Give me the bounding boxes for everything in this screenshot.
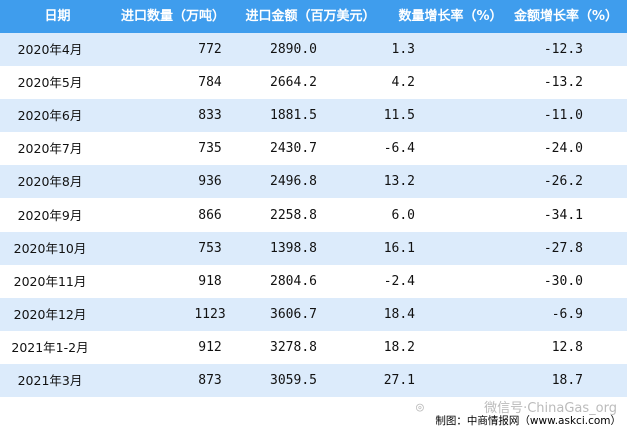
table-row: 2021年1-2月 912 3278.8 18.2 12.8 <box>0 331 627 364</box>
cell-quantity: 784 <box>198 75 222 91</box>
table-row: 2020年8月 936 2496.8 13.2 -26.2 <box>0 165 627 199</box>
cell-quantity-growth: 18.4 <box>383 306 415 322</box>
cell-date: 2020年7月 <box>17 141 83 157</box>
header-date: 日期 <box>44 9 71 24</box>
cell-quantity-growth: -6.4 <box>383 141 415 157</box>
cell-amount-growth: -34.1 <box>543 207 583 223</box>
cell-date: 2021年3月 <box>17 373 83 388</box>
table-row: 2021年3月 873 3059.5 27.1 18.7 <box>0 364 627 397</box>
cell-amount: 2430.7 <box>270 141 317 157</box>
wechat-icon: ◎ <box>416 400 424 415</box>
table-row: 2020年6月 833 1881.5 11.5 -11.0 <box>0 99 627 133</box>
cell-quantity: 936 <box>198 174 222 190</box>
cell-quantity-growth: 6.0 <box>391 207 415 223</box>
table-row: 2020年7月 735 2430.7 -6.4 -24.0 <box>0 132 627 165</box>
source-note: 制图：中商情报网（www.askci.com） <box>435 415 621 427</box>
cell-quantity: 833 <box>198 108 222 124</box>
header-amount-growth: 金额增长率（%） <box>513 9 619 24</box>
cell-quantity: 1123 <box>194 306 226 322</box>
cell-amount: 2890.0 <box>270 42 317 57</box>
cell-quantity: 772 <box>198 42 222 57</box>
cell-date: 2020年11月 <box>13 273 87 289</box>
header-quantity-growth: 数量增长率（%） <box>398 9 503 24</box>
cell-amount: 3059.5 <box>270 373 317 388</box>
cell-amount-growth: -13.2 <box>543 75 583 91</box>
cell-amount: 2496.8 <box>270 174 317 190</box>
cell-quantity-growth: 11.5 <box>383 108 415 124</box>
table-header: 日期 进口数量（万吨） 进口金额（百万美元） 数量增长率（%） 金额增长率（%） <box>0 0 627 33</box>
cell-quantity-growth: 27.1 <box>383 373 415 388</box>
cell-amount: 3278.8 <box>270 339 317 355</box>
table-row: 2020年11月 918 2804.6 -2.4 -30.0 <box>0 265 627 298</box>
cell-amount: 2258.8 <box>270 207 317 223</box>
cell-quantity: 912 <box>198 339 222 355</box>
cell-date: 2021年1-2月 <box>11 339 89 355</box>
table-row: 2020年9月 866 2258.8 6.0 -34.1 <box>0 199 627 232</box>
cell-amount-growth: -24.0 <box>543 141 583 157</box>
cell-amount: 2804.6 <box>270 273 317 289</box>
cell-amount-growth: -11.0 <box>543 108 583 124</box>
table-row: 2020年10月 753 1398.8 16.1 -27.8 <box>0 231 627 265</box>
cell-quantity-growth: -2.4 <box>383 273 415 289</box>
cell-quantity-growth: 16.1 <box>383 240 415 256</box>
header-quantity: 进口数量（万吨） <box>120 9 225 24</box>
cell-quantity: 866 <box>198 207 222 223</box>
cell-amount-growth: 12.8 <box>551 339 583 355</box>
cell-quantity: 753 <box>198 240 222 256</box>
cell-quantity-growth: 13.2 <box>383 174 415 190</box>
cell-date: 2020年6月 <box>17 108 83 124</box>
cell-amount: 2664.2 <box>270 75 317 91</box>
cell-quantity: 873 <box>198 373 222 388</box>
cell-amount-growth: 18.7 <box>551 373 583 388</box>
cell-amount: 1398.8 <box>270 240 317 256</box>
table-row: 2020年5月 784 2664.2 4.2 -13.2 <box>0 66 627 99</box>
cell-date: 2020年4月 <box>17 42 83 57</box>
cell-date: 2020年8月 <box>17 174 83 190</box>
header-amount: 进口金额（百万美元） <box>245 9 376 24</box>
cell-amount-growth: -30.0 <box>543 273 583 289</box>
cell-quantity: 918 <box>198 273 222 289</box>
cell-date: 2020年9月 <box>17 207 83 223</box>
cell-quantity-growth: 1.3 <box>391 42 415 57</box>
footer: ◎ 微信号·ChinaGas_org 制图：中商情报网（www.askci.co… <box>0 397 627 430</box>
cell-quantity-growth: 18.2 <box>383 339 415 355</box>
table-row: 2020年12月 1123 3606.7 18.4 -6.9 <box>0 297 627 331</box>
cell-amount: 3606.7 <box>270 306 317 322</box>
wechat-id: 微信号·ChinaGas_org <box>484 401 617 416</box>
cell-amount-growth: -26.2 <box>543 174 583 190</box>
cell-amount-growth: -6.9 <box>551 306 583 322</box>
cell-quantity-growth: 4.2 <box>391 75 415 91</box>
cell-quantity: 735 <box>198 141 222 157</box>
cell-amount-growth: -12.3 <box>543 42 583 57</box>
cell-amount-growth: -27.8 <box>543 240 583 256</box>
cell-date: 2020年12月 <box>13 306 87 322</box>
cell-amount: 1881.5 <box>270 108 317 124</box>
table-row: 2020年4月 772 2890.0 1.3 -12.3 <box>0 33 627 66</box>
cell-date: 2020年10月 <box>13 240 87 256</box>
cell-date: 2020年5月 <box>17 75 83 91</box>
